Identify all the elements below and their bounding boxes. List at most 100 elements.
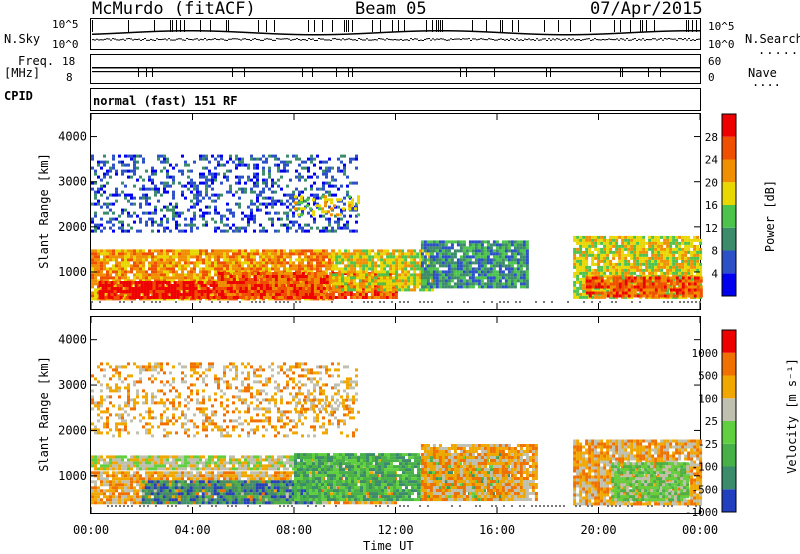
data-cell	[121, 169, 124, 173]
data-cell	[645, 274, 649, 278]
data-cell	[696, 282, 700, 286]
data-cell	[609, 247, 613, 251]
data-cell	[103, 249, 106, 253]
data-cell	[266, 287, 270, 290]
data-cell	[115, 193, 118, 197]
data-cell	[190, 205, 193, 209]
data-cell	[519, 249, 523, 253]
data-cell	[513, 270, 517, 274]
data-cell	[188, 293, 192, 296]
data-cell	[163, 190, 166, 194]
data-cell	[232, 261, 235, 265]
data-cell	[444, 282, 448, 286]
data-cell	[100, 178, 103, 182]
data-cell	[416, 282, 420, 286]
data-cell	[313, 252, 316, 256]
data-cell	[97, 291, 100, 295]
data-cell	[328, 184, 331, 188]
data-cell	[480, 243, 484, 247]
data-cell	[687, 250, 691, 254]
data-cell	[385, 293, 389, 296]
data-cell	[675, 279, 679, 283]
data-cell	[91, 294, 94, 298]
data-cell	[109, 249, 112, 253]
data-cell	[212, 281, 216, 284]
data-cell	[498, 279, 502, 283]
data-cell	[277, 178, 280, 182]
data-cell	[244, 281, 248, 284]
data-cell	[119, 284, 123, 287]
data-cell	[235, 270, 238, 274]
data-cell	[386, 273, 390, 277]
data-cell	[591, 262, 595, 266]
data-cell	[450, 246, 454, 250]
data-cell	[335, 282, 339, 286]
data-cell	[259, 252, 262, 256]
data-cell	[280, 278, 284, 281]
data-cell	[146, 296, 150, 299]
data-cell	[181, 249, 184, 253]
data-cell	[223, 223, 226, 227]
data-cell	[319, 196, 322, 200]
data-cell	[441, 273, 445, 277]
data-cell	[365, 285, 369, 289]
data-cell	[666, 283, 670, 287]
data-cell	[181, 279, 184, 283]
data-cell	[289, 267, 292, 271]
data-cell	[576, 274, 580, 278]
data-cell	[139, 220, 142, 224]
data-cell	[217, 290, 221, 293]
data-cell	[241, 160, 244, 164]
data-cell	[350, 255, 354, 259]
data-cell	[206, 281, 210, 284]
data-cell	[636, 292, 640, 296]
data-cell	[226, 169, 229, 173]
data-cell	[94, 258, 97, 262]
data-cell	[265, 160, 268, 164]
data-cell	[128, 290, 132, 293]
data-cell	[474, 249, 478, 253]
data-cell	[426, 279, 430, 283]
data-cell	[268, 252, 271, 256]
data-cell	[182, 281, 186, 284]
data-cell	[576, 280, 580, 284]
data-cell	[262, 281, 266, 284]
data-cell	[480, 264, 484, 268]
data-cell	[328, 293, 332, 296]
data-cell	[597, 256, 601, 260]
data-cell	[465, 246, 469, 250]
data-cell	[157, 229, 160, 233]
data-cell	[483, 276, 487, 280]
data-cell	[371, 279, 375, 283]
data-cell	[495, 246, 499, 250]
data-cell	[389, 267, 393, 271]
data-cell	[322, 229, 325, 233]
data-cell	[331, 290, 335, 293]
data-cell	[404, 285, 408, 289]
data-cell	[232, 229, 235, 233]
data-cell	[142, 187, 145, 191]
data-cell	[322, 264, 325, 268]
data-cell	[271, 184, 274, 188]
data-cell	[651, 291, 655, 295]
data-cell	[280, 258, 283, 262]
data-cell	[193, 160, 196, 164]
data-cell	[193, 193, 196, 197]
data-cell	[510, 264, 514, 268]
data-cell	[350, 267, 354, 271]
data-cell	[145, 169, 148, 173]
data-cell	[232, 281, 236, 284]
data-cell	[672, 268, 676, 272]
data-cell	[696, 291, 700, 295]
data-cell	[142, 249, 145, 253]
data-cell	[678, 253, 682, 257]
data-cell	[178, 258, 181, 262]
data-cell	[223, 172, 226, 176]
data-cell	[501, 243, 505, 247]
data-cell	[307, 287, 311, 290]
data-cell	[97, 187, 100, 191]
data-cell	[513, 276, 517, 280]
data-cell	[588, 241, 592, 245]
data-cell	[118, 294, 121, 298]
data-cell	[268, 261, 271, 265]
